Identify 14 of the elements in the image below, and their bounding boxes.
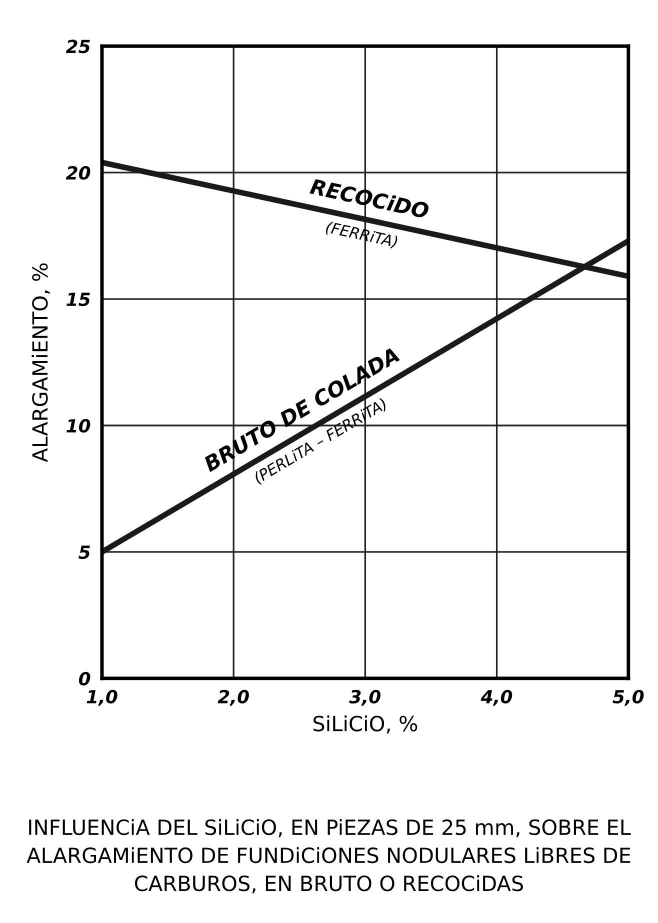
y-tick-label: 10 <box>66 418 90 433</box>
y-tick-label: 5 <box>78 546 90 560</box>
y-tick-label: 20 <box>66 166 90 180</box>
text: INFLUENCiA DEL SiLiCiO, EN PiEZAS DE 25 mm, SOBRE EL ALARGAMiENTO DE FUNDiCiONES NODULARES LiBRES DE CARBUROS, EN BRUTO O RECOCiDAS <box>26 818 631 894</box>
y-axis-title: ALARGAMiENTO, % <box>32 263 50 462</box>
x-tick-label: 4,0 <box>480 690 512 706</box>
x-tick-label: 2,0 <box>218 690 249 706</box>
x-tick-label: 5,0 <box>612 690 644 706</box>
x-tick-label: 1,0 <box>86 690 118 706</box>
y-tick-label: 25 <box>66 40 90 54</box>
y-tick-label: 0 <box>78 672 90 686</box>
y-tick-label: 15 <box>66 292 90 306</box>
x-axis-title: SiLiCiO, % <box>313 715 418 734</box>
x-tick-label: 3,0 <box>349 690 381 706</box>
